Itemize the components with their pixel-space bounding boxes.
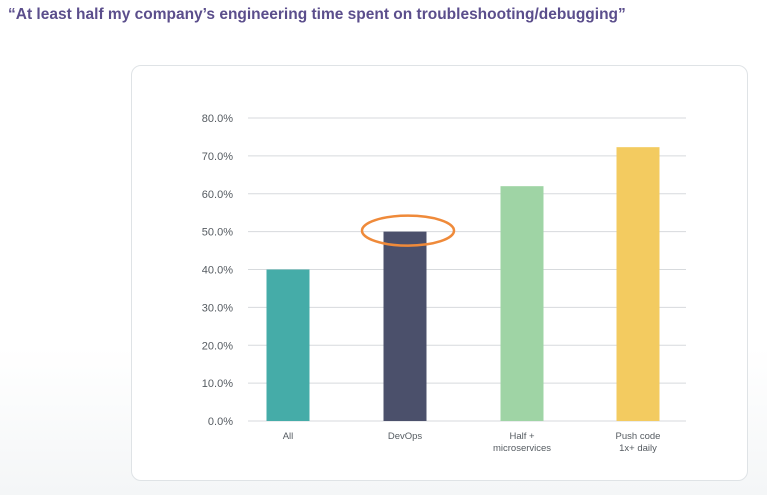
highlight-ellipse <box>360 214 456 247</box>
bar <box>383 231 427 421</box>
bar <box>266 269 310 421</box>
y-tick-label: 30.0% <box>202 302 233 314</box>
y-tick-label: 80.0% <box>202 113 233 125</box>
x-category-label: Half + <box>509 431 535 442</box>
x-category-label: DevOps <box>388 431 423 442</box>
x-category-label: All <box>283 431 294 442</box>
y-tick-label: 70.0% <box>202 151 233 163</box>
y-tick-label: 0.0% <box>208 416 233 428</box>
y-tick-label: 60.0% <box>202 189 233 201</box>
y-tick-label: 50.0% <box>202 227 233 239</box>
annotations <box>360 214 456 247</box>
bars <box>266 147 660 421</box>
bar <box>616 147 660 421</box>
chart-title: “At least half my company’s engineering … <box>8 6 626 23</box>
x-category-label: 1x+ daily <box>619 443 657 454</box>
x-category-label: microservices <box>493 443 551 454</box>
y-tick-label: 20.0% <box>202 340 233 352</box>
bar <box>500 186 544 421</box>
y-tick-label: 10.0% <box>202 378 233 390</box>
y-tick-label: 40.0% <box>202 265 233 277</box>
y-axis-tick-labels: 0.0% 10.0% 20.0% 30.0% 40.0% 50.0% 60.0% 70.0% 8… <box>202 113 233 428</box>
x-axis-category-labels: All DevOps Half +microservices Push code1x+… <box>283 431 661 454</box>
x-category-label: Push code <box>616 431 661 442</box>
grid-lines <box>248 117 686 422</box>
